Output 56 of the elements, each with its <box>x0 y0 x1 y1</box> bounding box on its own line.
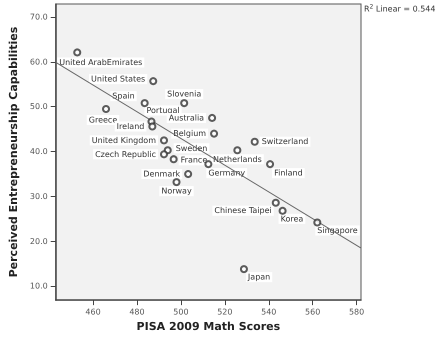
point <box>272 198 280 207</box>
y-axis-title: Perceived Entrepreneurship Capabilities <box>7 26 20 278</box>
annotation: Japan <box>246 272 270 282</box>
point <box>184 170 192 178</box>
annotation: Belgium <box>173 129 206 138</box>
point <box>208 114 216 122</box>
annotation: Chinese Taipei <box>214 206 272 216</box>
point <box>160 150 168 158</box>
annotation: Korea <box>280 214 304 224</box>
annotation: United Kingdom <box>92 136 156 145</box>
x-tick-label: 540 <box>261 308 276 317</box>
annotation: Ireland <box>116 122 144 131</box>
point <box>172 178 181 186</box>
y-tick-label: 20.0 <box>30 236 48 246</box>
annotation: United States <box>91 74 146 84</box>
annotation: United ArabEmirates <box>59 58 142 67</box>
annotation: Portugal <box>146 106 180 116</box>
y-tick-label: 40.0 <box>30 147 48 156</box>
annotation: Slovenia <box>167 90 202 99</box>
y-tick-label: 60.0 <box>30 57 48 66</box>
x-tick-label: 480 <box>129 308 145 317</box>
x-tick-label: 580 <box>348 308 364 317</box>
annotation: Greece <box>88 115 118 124</box>
y-tick-label: 70.0 <box>30 12 48 22</box>
point <box>313 218 322 226</box>
x-tick-label: 460 <box>85 308 101 317</box>
annotation: Norway <box>161 186 192 196</box>
x-axis-title: PISA 2009 Math Scores <box>136 320 281 333</box>
y-tick-label: 10.0 <box>30 282 48 291</box>
annotation: Czech Republic <box>95 150 156 159</box>
point <box>149 77 158 86</box>
annotation: Spain <box>112 92 135 101</box>
annotation: Denmark <box>143 170 181 179</box>
annotation: Finland <box>274 168 303 178</box>
x-tick-label: 520 <box>217 308 232 317</box>
point <box>160 136 168 144</box>
point <box>210 130 218 138</box>
x-tick-label: 500 <box>173 308 189 317</box>
point <box>148 122 156 130</box>
point <box>278 206 287 215</box>
point <box>170 155 178 164</box>
annotation: Australia <box>168 113 204 122</box>
point <box>250 138 259 146</box>
point <box>240 265 248 274</box>
x-tick-label: 560 <box>305 308 320 317</box>
point <box>73 48 82 56</box>
annotation: France <box>180 156 208 165</box>
point <box>233 146 242 154</box>
point <box>102 104 110 113</box>
annotation: Netherlands <box>212 154 262 164</box>
point <box>140 99 149 108</box>
y-tick-label: 50.0 <box>30 102 48 112</box>
point <box>266 160 274 168</box>
annotation: Switzerland <box>262 137 308 146</box>
point <box>180 99 188 108</box>
y-tick-label: 30.0 <box>30 192 48 201</box>
